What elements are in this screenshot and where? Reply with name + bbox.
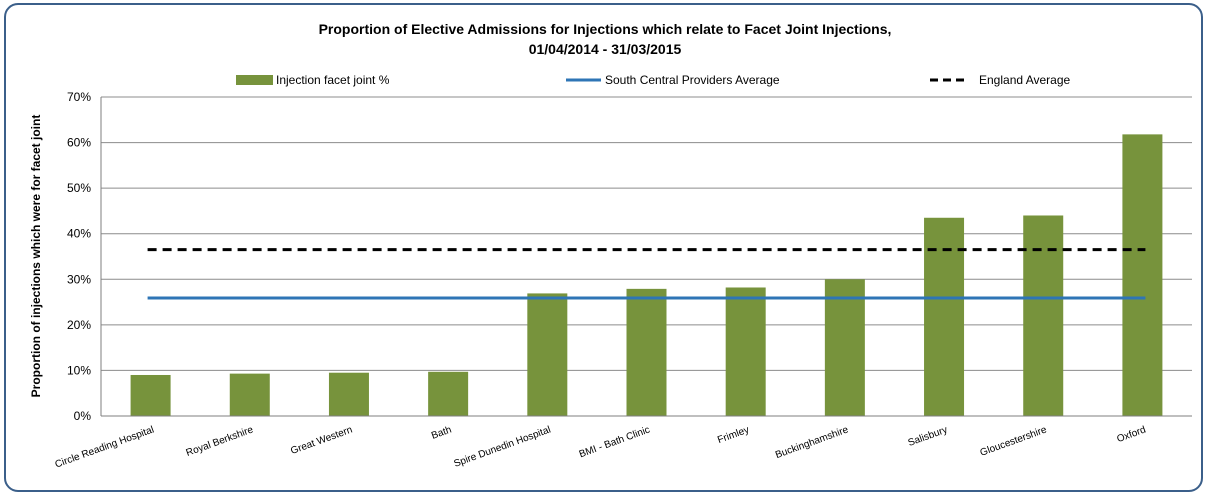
bar <box>1023 215 1064 416</box>
chart-title-line2: 01/04/2014 - 31/03/2015 <box>529 41 682 57</box>
x-category-label: Oxford <box>1115 424 1147 445</box>
y-tick-labels: 0% 10% 20% 30% 40% 50% 60% 70% <box>67 90 91 423</box>
y-tick-label: 10% <box>67 363 91 377</box>
x-axis <box>100 97 1192 417</box>
chart-title-line1: Proportion of Elective Admissions for In… <box>319 21 892 37</box>
bar <box>130 374 171 416</box>
legend: Injection facet joint % South Central Pr… <box>236 73 1071 87</box>
x-category-label: BMI - Bath Clinic <box>578 424 652 460</box>
legend-swatch-bars <box>236 75 273 85</box>
y-tick-label: 60% <box>67 136 91 150</box>
y-tick-label: 40% <box>67 227 91 241</box>
bar <box>1122 134 1163 416</box>
x-category-label: Gloucestershire <box>979 424 1049 458</box>
bar <box>527 293 568 416</box>
x-category-label: Buckinghamshire <box>774 424 850 461</box>
x-category-label: Salisbury <box>907 424 949 448</box>
bars <box>130 134 1163 416</box>
x-category-label: Circle Reading Hospital <box>54 424 156 470</box>
y-tick-label: 20% <box>67 318 91 332</box>
x-category-label: Bath <box>430 424 453 441</box>
x-category-label: Great Western <box>289 424 354 457</box>
chart-frame <box>4 3 1203 492</box>
bar <box>229 373 270 416</box>
legend-label-england: England Average <box>979 73 1071 87</box>
gridlines <box>101 96 1192 417</box>
x-category-label: Frimley <box>716 424 751 446</box>
y-tick-label: 70% <box>67 90 91 104</box>
average-lines <box>147 248 1146 300</box>
bar <box>428 371 469 416</box>
y-tick-label: 0% <box>74 409 92 423</box>
y-axis-label: Proportion of injections which were for … <box>29 115 43 398</box>
bar <box>626 288 667 416</box>
y-tick-label: 30% <box>67 272 91 286</box>
x-category-label: Spire Dunedin Hospital <box>452 424 552 469</box>
x-category-labels: Circle Reading Hospital Royal Berkshire Gr… <box>54 424 1148 470</box>
x-category-label: Royal Berkshire <box>185 424 255 459</box>
y-tick-label: 50% <box>67 181 91 195</box>
bar <box>725 287 766 416</box>
bar <box>924 217 965 416</box>
legend-label-south-central: South Central Providers Average <box>605 73 780 87</box>
bar <box>824 279 865 416</box>
bar <box>328 372 369 416</box>
legend-label-bars: Injection facet joint % <box>276 73 390 87</box>
